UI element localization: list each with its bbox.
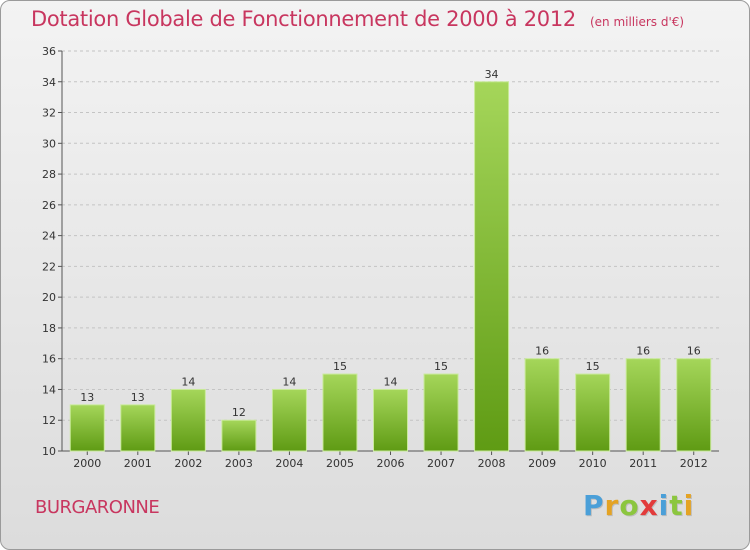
- data-label-2004: 14: [282, 375, 296, 388]
- x-tick-label-2001: 2001: [124, 457, 152, 470]
- x-tick-label-2006: 2006: [377, 457, 405, 470]
- chart-title-text: Dotation Globale de Fonctionnement de 20…: [31, 7, 576, 31]
- proxiti-logo: Proxiti: [583, 489, 694, 522]
- y-tick-label: 24: [42, 230, 56, 243]
- data-label-2009: 16: [535, 345, 549, 358]
- logo-letter: x: [639, 489, 659, 522]
- data-label-2006: 14: [384, 375, 398, 388]
- data-label-2002: 14: [181, 375, 195, 388]
- y-tick-label: 32: [42, 107, 56, 120]
- x-tick-label-2003: 2003: [225, 457, 253, 470]
- data-label-2003: 12: [232, 406, 246, 419]
- bar-2011: [625, 358, 661, 452]
- commune-name: BURGARONNE: [35, 497, 160, 518]
- x-tick-label-2008: 2008: [478, 457, 506, 470]
- chart-title: Dotation Globale de Fonctionnement de 20…: [31, 7, 684, 31]
- bar-2012: [676, 358, 712, 452]
- y-tick-label: 10: [42, 445, 56, 458]
- x-tick-label-2011: 2011: [629, 457, 657, 470]
- x-tick-label-2002: 2002: [174, 457, 202, 470]
- data-label-2000: 13: [80, 391, 94, 404]
- x-tick-label-2010: 2010: [579, 457, 607, 470]
- logo-letter: P: [583, 489, 605, 522]
- x-tick-label-2005: 2005: [326, 457, 354, 470]
- logo-letter: i: [683, 489, 695, 522]
- y-tick-label: 34: [42, 76, 56, 89]
- y-tick-label: 36: [42, 45, 56, 58]
- logo-letter: r: [604, 489, 620, 522]
- x-tick-label-2009: 2009: [528, 457, 556, 470]
- data-label-2011: 16: [636, 345, 650, 358]
- y-tick-label: 14: [42, 383, 56, 396]
- bar-2010: [575, 373, 611, 452]
- x-tick-label-2000: 2000: [73, 457, 101, 470]
- labels: 10 12 14 16 18 20 22 24 26 28 30 32 34 36 13 2000 13 2001…: [42, 45, 708, 470]
- y-tick-label: 12: [42, 414, 56, 427]
- bar-2004: [271, 388, 307, 452]
- y-tick-label: 20: [42, 291, 56, 304]
- bar-2006: [373, 388, 408, 452]
- x-tick-label-2007: 2007: [427, 457, 455, 470]
- data-label-2007: 15: [434, 360, 448, 373]
- y-tick-label: 30: [42, 137, 56, 150]
- y-tick-label: 26: [42, 199, 56, 212]
- bar-2007: [423, 373, 459, 452]
- bar-2003: [221, 419, 257, 452]
- y-tick-label: 22: [42, 260, 56, 273]
- bar-2009: [524, 358, 560, 452]
- data-label-2008: 34: [485, 68, 499, 81]
- data-label-2012: 16: [687, 345, 701, 358]
- logo-letter: i: [658, 489, 670, 522]
- data-label-2001: 13: [131, 391, 145, 404]
- bar-2001: [120, 404, 156, 452]
- data-label-2010: 15: [586, 360, 600, 373]
- bar-2000: [69, 404, 105, 452]
- bar-2008: [474, 81, 510, 452]
- bars: [69, 81, 712, 452]
- x-tick-label-2004: 2004: [275, 457, 303, 470]
- y-tick-label: 28: [42, 168, 56, 181]
- y-tick-label: 16: [42, 353, 56, 366]
- chart-title-unit: (en milliers d'€): [589, 15, 685, 29]
- bar-2002: [170, 388, 206, 452]
- x-tick-label-2012: 2012: [680, 457, 708, 470]
- y-tick-label: 18: [42, 322, 56, 335]
- logo-letter: o: [619, 489, 640, 522]
- data-label-2005: 15: [333, 360, 347, 373]
- logo-letter: t: [669, 489, 684, 522]
- bar-2005: [322, 373, 358, 452]
